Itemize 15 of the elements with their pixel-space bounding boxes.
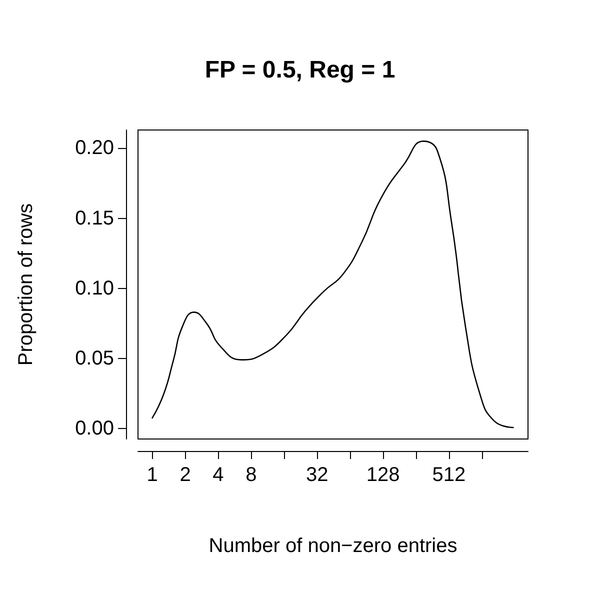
chart-title: FP = 0.5, Reg = 1: [204, 56, 396, 84]
y-tick-label: 0.15: [75, 207, 114, 230]
x-tick-label: 32: [306, 464, 328, 486]
x-tick-label: 512: [432, 464, 466, 486]
y-tick-label: 0.10: [75, 277, 114, 300]
x-tick-label: 2: [180, 464, 191, 486]
x-tick-label: 1: [146, 464, 158, 486]
y-tick-label: 0.05: [75, 347, 114, 370]
x-tick-label: 4: [212, 464, 224, 486]
y-tick-label: 0.00: [75, 417, 114, 440]
x-tick-label: 128: [366, 464, 400, 486]
x-tick-label: 8: [246, 464, 257, 486]
y-tick-label: 0.20: [75, 137, 114, 160]
x-axis-title: Number of non−zero entries: [208, 535, 458, 557]
y-axis-title: Proportion of rows: [15, 203, 37, 366]
